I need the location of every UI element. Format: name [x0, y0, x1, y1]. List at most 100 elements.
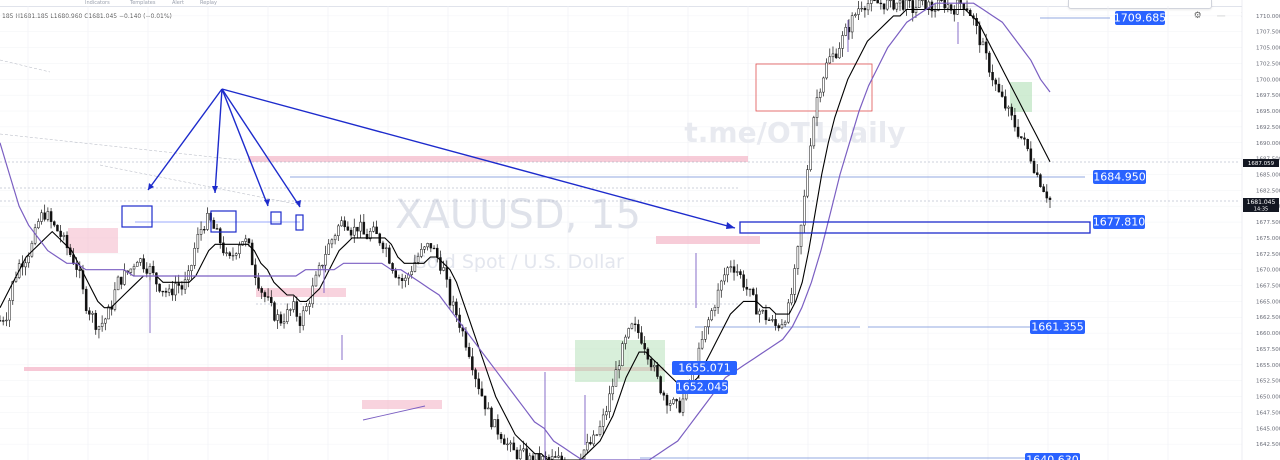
candle-body: [467, 347, 471, 357]
candle-body: [518, 449, 522, 460]
candle-body: [65, 234, 69, 249]
candle-body: [164, 290, 168, 293]
candle-body: [212, 219, 216, 229]
candle-body: [75, 263, 78, 270]
zones: [24, 63, 1032, 409]
candle-body: [190, 265, 193, 272]
candle-body: [1020, 136, 1023, 139]
y-tick-label: 1685.000: [1256, 172, 1280, 178]
candle-body: [965, 8, 969, 11]
candle-body: [991, 72, 994, 81]
candle-body: [62, 234, 66, 237]
candle-body: [145, 268, 149, 274]
candle-body: [490, 407, 493, 428]
candle-body: [984, 41, 988, 54]
candle-body: [206, 213, 209, 230]
candle-body: [266, 296, 270, 298]
candle-body: [653, 365, 656, 368]
toolbar-alert[interactable]: Alert: [172, 0, 184, 6]
candle-body: [595, 434, 599, 436]
candle-body: [933, 10, 937, 12]
ema-fast-line: [0, 8, 1051, 460]
candle-body: [410, 271, 413, 275]
candle-body: [372, 226, 375, 232]
y-tick-label: 1695.000: [1256, 109, 1280, 115]
candle-body: [767, 319, 771, 321]
candle-body: [844, 27, 847, 36]
symbol-search-input[interactable]: [1068, 0, 1212, 9]
candle-body: [815, 97, 819, 118]
candle-body: [368, 230, 372, 240]
candle-body: [1007, 106, 1010, 109]
candle-body: [866, 3, 870, 11]
candle-body: [113, 289, 117, 310]
y-tick-label: 1682.500: [1256, 188, 1280, 194]
watermark-symbol: XAUUSD, 15: [395, 192, 641, 238]
candle-body: [538, 453, 541, 460]
price-axis[interactable]: 1710.000 1707.500 1705.000 1702.500 1700.000…: [1241, 0, 1280, 460]
toolbar-indicators[interactable]: Indicators: [85, 0, 110, 6]
candle-body: [937, 0, 940, 11]
candle-body: [630, 323, 634, 329]
y-tick-label: 1697.500: [1256, 93, 1280, 99]
candle-body: [199, 229, 203, 235]
y-tick-label: 1657.500: [1256, 347, 1280, 353]
candle-body: [222, 242, 225, 254]
price-labels: 1709.685 1684.950 1677.810 1661.355 1655.071…: [672, 11, 1166, 460]
candle-body: [885, 0, 889, 10]
y-tick-label: 1692.500: [1256, 125, 1280, 131]
candle-body: [193, 247, 196, 266]
candle-body: [107, 306, 110, 320]
watermark-description: Gold Spot / U.S. Dollar: [412, 251, 624, 273]
candle-body: [327, 243, 330, 255]
candle-body: [56, 224, 59, 232]
candle-body: [496, 419, 500, 435]
candle-body: [0, 320, 2, 322]
candle-body: [550, 456, 554, 460]
candle-body: [59, 230, 62, 237]
candle-body: [218, 228, 222, 244]
candle-body: [1032, 160, 1036, 173]
candle-body: [956, 0, 959, 15]
candle-body: [640, 332, 643, 344]
candle-body: [426, 243, 429, 248]
candle-body: [81, 270, 85, 290]
candle-body: [771, 319, 774, 321]
candle-body: [793, 268, 796, 295]
candle-body: [943, 0, 946, 9]
toolbar-replay[interactable]: Replay: [200, 0, 217, 6]
candle-body: [257, 277, 260, 289]
candle-body: [171, 288, 174, 296]
candle-body: [461, 327, 465, 332]
candle-body: [483, 395, 487, 410]
candle-body: [1, 320, 5, 322]
candle-body: [512, 442, 516, 451]
candle-body: [1048, 197, 1052, 200]
candle-body: [924, 0, 927, 9]
target-box: [739, 221, 1091, 234]
candle-body: [1029, 148, 1033, 162]
candle-body: [522, 448, 525, 451]
candle-body: [796, 246, 800, 269]
candle-body: [49, 211, 53, 222]
candle-body: [901, 0, 905, 10]
candle-body: [384, 247, 388, 249]
candle-body: [158, 283, 161, 292]
toolbar-templates[interactable]: Templates: [130, 0, 156, 6]
candle-body: [917, 0, 921, 8]
candle-body: [525, 448, 528, 460]
candle-body: [997, 83, 1001, 93]
candle-body: [643, 343, 646, 350]
candle-body: [429, 243, 433, 249]
y-tick-label: 1662.500: [1256, 315, 1280, 321]
candle-body: [394, 270, 397, 278]
candle-body: [295, 301, 299, 317]
candle-body: [324, 254, 327, 266]
candle-body: [276, 314, 279, 321]
candle-body: [1023, 137, 1026, 140]
y-tick-label: 1652.500: [1256, 379, 1280, 385]
candle-body: [340, 220, 343, 227]
candle-body: [43, 212, 46, 220]
